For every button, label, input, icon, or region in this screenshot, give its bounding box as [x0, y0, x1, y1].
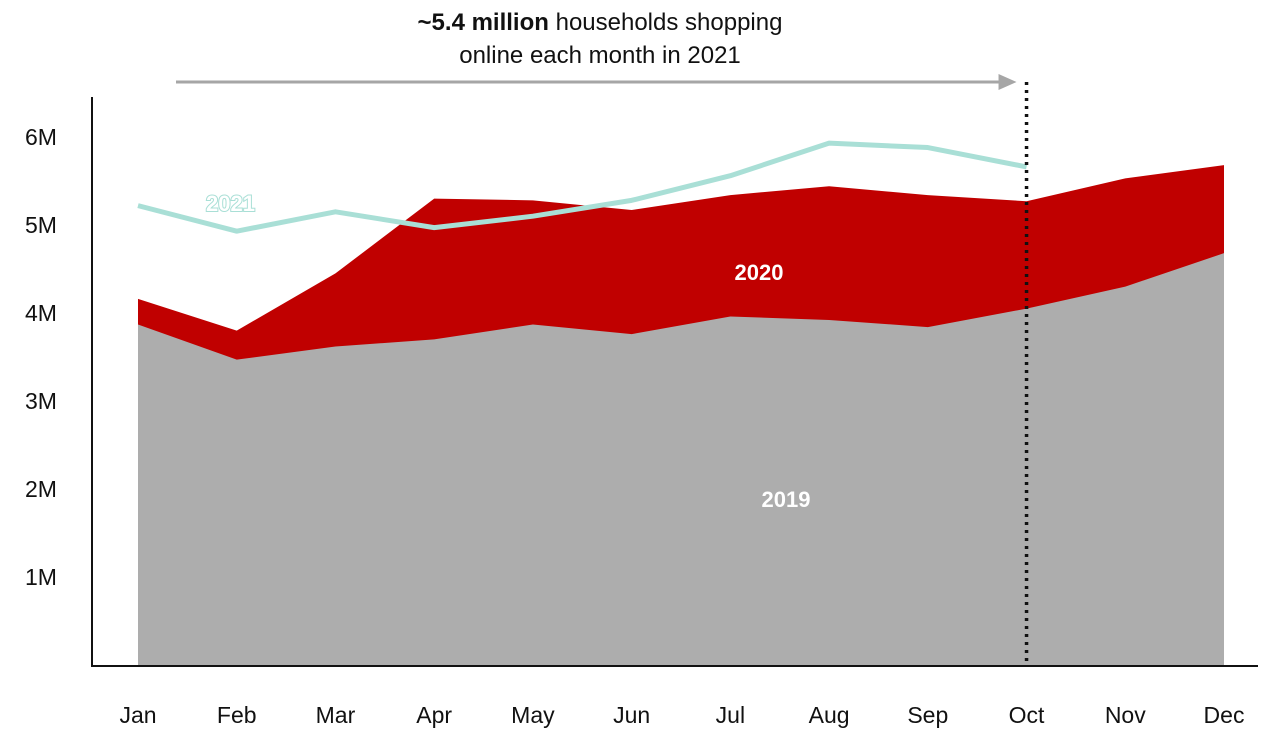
x-tick-label: Feb: [217, 702, 257, 728]
annotation-line1: households shopping: [548, 9, 783, 36]
y-tick-label: 2M: [25, 476, 57, 502]
x-tick-label: May: [511, 702, 555, 728]
x-tick-label: Aug: [809, 702, 850, 728]
lines-layer: [137, 140, 1028, 234]
x-tick-label: Nov: [1105, 702, 1146, 728]
x-tick-label: Dec: [1204, 702, 1245, 728]
line-2021: [137, 140, 1028, 234]
x-tick-label: Apr: [416, 702, 452, 728]
area-2019: [138, 253, 1224, 665]
axes-layer: 1M 2M 3M 4M 5M 6M Jan Feb Mar Apr May Jun Jul Aug Sep O…: [25, 74, 1258, 728]
y-tick-label: 1M: [25, 564, 57, 590]
labels-layer: 2021 2020 2019: [205, 190, 811, 512]
series-label-2021: 2021: [206, 191, 255, 216]
y-tick-label: 3M: [25, 388, 57, 414]
x-tick-label: Mar: [316, 702, 356, 728]
annotation-arrowhead: [998, 74, 1017, 90]
x-tick-label: Jan: [119, 702, 156, 728]
annotation-text: ~5.4 million households shopping online …: [290, 6, 910, 72]
areas-layer: [138, 165, 1224, 665]
series-label-2019: 2019: [762, 487, 811, 512]
y-tick-label: 5M: [25, 212, 57, 238]
y-tick-label: 6M: [25, 124, 57, 150]
series-label-2020: 2020: [735, 260, 784, 285]
y-tick-label: 4M: [25, 300, 57, 326]
x-tick-label: Oct: [1009, 702, 1045, 728]
x-tick-label: Jun: [613, 702, 650, 728]
x-tick-label: Jul: [716, 702, 745, 728]
x-tick-label: Sep: [907, 702, 948, 728]
annotation-line2: online each month in 2021: [459, 42, 741, 69]
annotation-bold: ~5.4 million: [417, 9, 549, 36]
